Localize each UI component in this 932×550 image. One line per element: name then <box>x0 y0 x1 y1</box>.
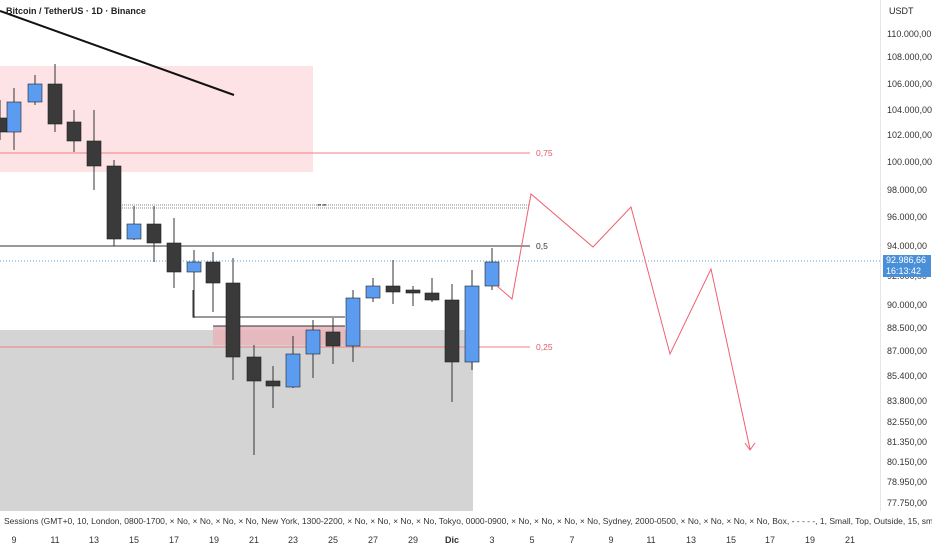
time-label: 5 <box>529 535 535 545</box>
price-label: 102.000,00 <box>887 130 932 140</box>
liquidity-marks: ‴ ‴ <box>317 203 326 212</box>
time-label: 15 <box>128 535 140 545</box>
candle-bull[interactable] <box>305 329 321 355</box>
candle-bull[interactable] <box>365 285 381 299</box>
price-label: 87.000,00 <box>887 346 928 356</box>
candle-bull[interactable] <box>484 261 500 287</box>
current-price-value: 92.986,66 <box>886 255 927 265</box>
price-label: 98.000,00 <box>887 185 928 195</box>
price-label: 77.750,00 <box>887 498 928 508</box>
candle-bear[interactable] <box>166 242 182 273</box>
price-label: 88.500,00 <box>887 323 928 333</box>
time-label: 3 <box>489 535 495 545</box>
time-label: 9 <box>608 535 614 545</box>
candle-bull[interactable] <box>186 261 202 273</box>
price-label: 94.000,00 <box>887 241 928 251</box>
time-label: 19 <box>804 535 816 545</box>
price-label: 104.000,00 <box>887 105 932 115</box>
time-label: 25 <box>327 535 339 545</box>
candle-bear[interactable] <box>47 83 63 125</box>
current-price-badge: 92.986,66 16:13:42 <box>883 255 931 277</box>
candles[interactable] <box>0 64 500 455</box>
time-label: 17 <box>168 535 180 545</box>
time-label: 9 <box>11 535 17 545</box>
candle-bull[interactable] <box>464 285 480 363</box>
supply-zone[interactable] <box>0 66 313 172</box>
candle-bear[interactable] <box>86 140 102 167</box>
sessions-indicator-legend[interactable]: Sessions (GMT+0, 10, London, 0800-1700, … <box>4 516 932 526</box>
price-label: 83.800,00 <box>887 396 928 406</box>
time-label: 11 <box>50 535 60 545</box>
candle-bear[interactable] <box>325 331 341 347</box>
price-label: 80.150,00 <box>887 457 928 467</box>
price-label: 82.550,00 <box>887 417 928 427</box>
price-axis[interactable]: USDT 110.000,00 108.000,00 106.000,00 10… <box>880 0 932 511</box>
fib-label-05: 0,5 <box>536 241 548 251</box>
time-label: 17 <box>764 535 776 545</box>
candle-bull[interactable] <box>126 223 142 240</box>
time-label: 15 <box>725 535 737 545</box>
candle-bear[interactable] <box>205 261 221 284</box>
time-label: 11 <box>646 535 656 545</box>
price-label: 108.000,00 <box>887 52 932 62</box>
candle-bear[interactable] <box>225 282 241 358</box>
candle-bull[interactable] <box>27 83 43 103</box>
candle-bear[interactable] <box>405 289 421 294</box>
time-label: 7 <box>569 535 575 545</box>
time-label: 13 <box>685 535 697 545</box>
time-label: 21 <box>844 535 856 545</box>
candle-bear[interactable] <box>106 165 122 240</box>
time-label-month: Dic <box>444 535 460 545</box>
time-label: 19 <box>208 535 220 545</box>
candle-bear[interactable] <box>444 299 460 363</box>
candle-bear[interactable] <box>265 380 281 387</box>
demand-zone[interactable] <box>0 330 473 511</box>
time-label: 29 <box>407 535 419 545</box>
time-label: 13 <box>88 535 100 545</box>
candle-bear[interactable] <box>246 356 262 382</box>
candle-countdown: 16:13:42 <box>886 266 922 276</box>
price-label: 106.000,00 <box>887 79 932 89</box>
price-label: 81.350,00 <box>887 437 928 447</box>
fib-label-075: 0,75 <box>536 148 553 158</box>
price-label: 85.400,00 <box>887 371 928 381</box>
trend-line[interactable] <box>0 10 235 96</box>
time-label: 21 <box>248 535 260 545</box>
price-chart[interactable]: 0,75 0,5 0,25 ‴ ‴ <box>0 0 880 511</box>
candle-bear[interactable] <box>66 121 82 142</box>
candle-bull[interactable] <box>6 101 22 133</box>
candle-bear[interactable] <box>424 292 440 301</box>
time-label: 23 <box>287 535 299 545</box>
time-label: 27 <box>367 535 379 545</box>
candle-bull[interactable] <box>345 297 361 347</box>
currency-label[interactable]: USDT <box>889 6 914 16</box>
range-bracket[interactable] <box>192 290 345 318</box>
candle-bear[interactable] <box>385 285 401 293</box>
price-label: 110.000,00 <box>887 29 932 39</box>
time-axis[interactable]: 9 11 13 15 17 19 21 23 25 27 29 Dic 3 5 … <box>0 531 880 550</box>
candle-bear[interactable] <box>146 223 162 244</box>
projection-path[interactable] <box>496 193 751 450</box>
price-label: 100.000,00 <box>887 157 932 167</box>
candle-bull[interactable] <box>285 353 301 388</box>
price-label: 90.000,00 <box>887 300 928 310</box>
fib-label-025: 0,25 <box>536 342 553 352</box>
projection-arrowhead <box>744 442 756 451</box>
candle-bear[interactable] <box>0 117 8 133</box>
price-label: 96.000,00 <box>887 212 928 222</box>
price-label: 78.950,00 <box>887 477 928 487</box>
symbol-title[interactable]: Bitcoin / TetherUS · 1D · Binance <box>6 6 146 16</box>
